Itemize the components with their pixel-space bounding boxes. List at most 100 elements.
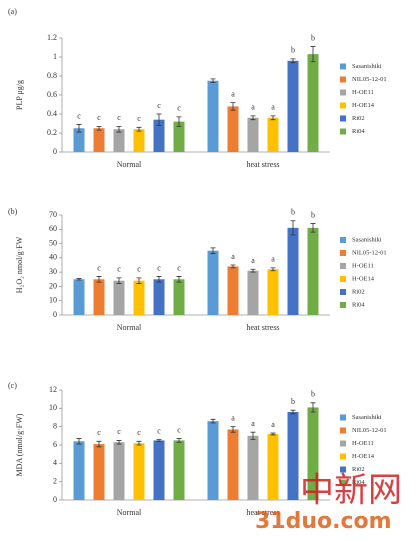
y-tick-label: 10 bbox=[49, 403, 57, 412]
legend-swatch bbox=[340, 440, 346, 447]
error-bar bbox=[116, 125, 122, 133]
error-bar bbox=[116, 277, 122, 284]
bar bbox=[207, 421, 219, 500]
legend-swatch bbox=[340, 427, 346, 434]
error-bar bbox=[176, 438, 182, 443]
legend-label: NIL05-12-01 bbox=[352, 249, 387, 256]
significance-label: a bbox=[251, 103, 255, 112]
y-tick-label: 2 bbox=[53, 476, 57, 485]
error-bar bbox=[76, 438, 82, 445]
bar bbox=[287, 60, 299, 152]
significance-label: a bbox=[271, 103, 275, 112]
y-tick-label: 1 bbox=[53, 52, 57, 61]
bar bbox=[153, 119, 165, 152]
error-bar bbox=[270, 115, 276, 121]
legend-label: Ri02 bbox=[352, 115, 365, 122]
significance-label: a bbox=[271, 420, 275, 429]
y-tick-label: 0.2 bbox=[47, 128, 57, 137]
error-bar bbox=[310, 402, 316, 413]
bar bbox=[73, 279, 85, 315]
legend-label: Sasanishiki bbox=[352, 236, 382, 243]
legend-label: Ri04 bbox=[352, 128, 365, 135]
bar bbox=[247, 270, 259, 315]
y-tick-label: 0 bbox=[53, 147, 57, 156]
y-tick-label: 0.6 bbox=[47, 90, 57, 99]
error-bar bbox=[96, 440, 102, 448]
bar bbox=[133, 443, 145, 500]
legend-label: H-OE14 bbox=[352, 453, 375, 460]
legend-swatch bbox=[340, 128, 346, 135]
significance-label: c bbox=[97, 263, 101, 272]
error-bar bbox=[176, 116, 182, 127]
significance-label: a bbox=[271, 255, 275, 264]
bar bbox=[307, 227, 319, 315]
y-axis-label: PLP μg/g bbox=[15, 80, 24, 110]
significance-label: c bbox=[97, 428, 101, 437]
error-bar bbox=[176, 276, 182, 283]
significance-label: c bbox=[137, 265, 141, 274]
legend-label: H-OE11 bbox=[352, 262, 374, 269]
legend-label: H-OE11 bbox=[352, 89, 374, 96]
bar bbox=[207, 80, 219, 152]
bar bbox=[267, 117, 279, 152]
legend-swatch bbox=[340, 289, 346, 295]
error-bar bbox=[210, 247, 216, 254]
error-bar bbox=[76, 124, 82, 133]
bar bbox=[93, 128, 105, 152]
bar bbox=[307, 54, 319, 152]
legend-swatch bbox=[340, 76, 346, 83]
significance-label: c bbox=[177, 263, 181, 272]
bar bbox=[287, 412, 299, 500]
error-bar bbox=[310, 223, 316, 233]
bar bbox=[227, 106, 239, 152]
significance-label: c bbox=[157, 263, 161, 272]
bar bbox=[153, 279, 165, 315]
y-axis-label: MDA (nmol/g·FW) bbox=[15, 413, 24, 476]
error-bar bbox=[230, 264, 236, 269]
y-tick-label: 0 bbox=[53, 495, 57, 504]
significance-label: b bbox=[311, 390, 315, 399]
error-bar bbox=[250, 115, 256, 121]
panel-label: (b) bbox=[8, 207, 18, 216]
bar bbox=[133, 280, 145, 315]
error-bar bbox=[136, 126, 142, 132]
legend-label: Ri04 bbox=[352, 301, 365, 308]
legend-swatch bbox=[340, 250, 346, 256]
error-bar bbox=[230, 426, 236, 433]
legend-label: H-OE14 bbox=[352, 275, 375, 282]
y-tick-label: 30 bbox=[49, 267, 57, 276]
significance-label: c bbox=[177, 104, 181, 113]
error-bar bbox=[210, 78, 216, 84]
bar bbox=[173, 121, 185, 152]
legend-swatch bbox=[340, 102, 346, 109]
y-tick-label: 1.2 bbox=[47, 33, 57, 42]
error-bar bbox=[310, 46, 316, 63]
significance-label: b bbox=[291, 208, 295, 217]
error-bar bbox=[270, 267, 276, 272]
legend-swatch bbox=[340, 237, 346, 243]
x-tick-label: Normal bbox=[117, 160, 142, 169]
y-axis-label: H₂O₂ nmol/g·FW bbox=[15, 236, 24, 293]
bar bbox=[267, 269, 279, 315]
legend-swatch bbox=[340, 276, 346, 282]
error-bar bbox=[210, 418, 216, 424]
bar bbox=[267, 434, 279, 500]
legend-label: Ri02 bbox=[352, 466, 365, 473]
y-tick-label: 0.4 bbox=[47, 109, 57, 118]
error-bar bbox=[96, 276, 102, 283]
legend-label: NIL05-12-01 bbox=[352, 76, 387, 83]
panel-label: (c) bbox=[8, 381, 17, 390]
legend-swatch bbox=[340, 414, 346, 421]
error-bar bbox=[290, 220, 296, 236]
significance-label: b bbox=[291, 46, 295, 55]
bar bbox=[73, 128, 85, 152]
y-tick-label: 12 bbox=[49, 385, 57, 394]
bar bbox=[307, 407, 319, 500]
legend-label: Ri04 bbox=[352, 479, 365, 486]
significance-label: c bbox=[117, 113, 121, 122]
significance-label: c bbox=[157, 426, 161, 435]
significance-label: c bbox=[177, 425, 181, 434]
significance-label: c bbox=[97, 113, 101, 122]
y-tick-label: 10 bbox=[49, 296, 57, 305]
